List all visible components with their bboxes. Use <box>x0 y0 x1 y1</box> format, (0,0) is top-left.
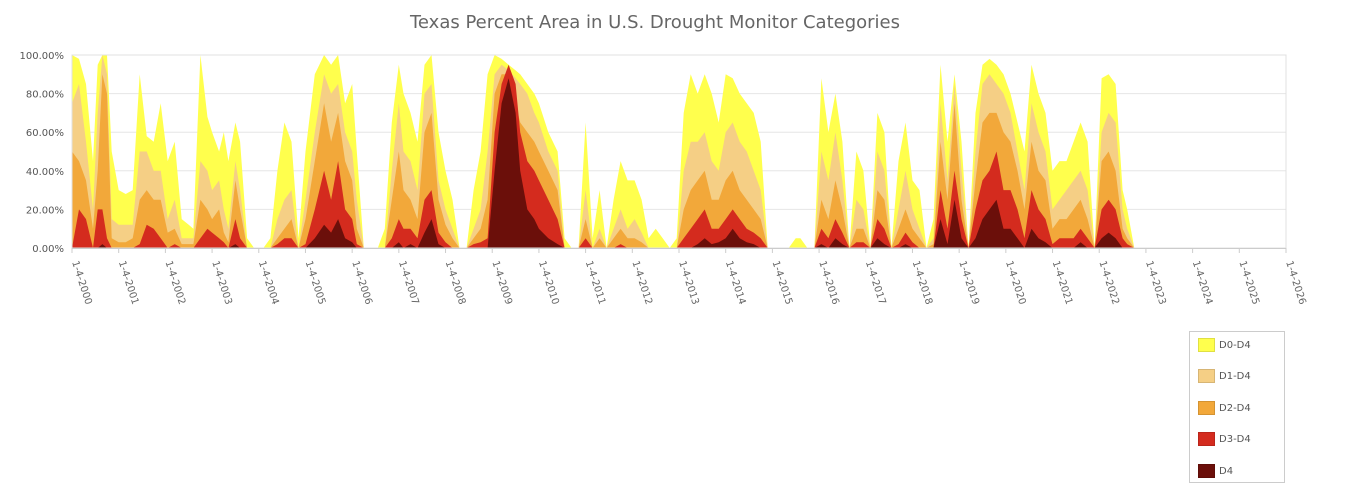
y-tick-label: 100.00% <box>20 51 65 62</box>
y-tick-label: 0.00% <box>32 244 64 255</box>
legend-item-d4[interactable]: D4 <box>1198 463 1233 479</box>
y-tick-label: 20.00% <box>26 205 64 216</box>
legend-item-d2-d4[interactable]: D2-D4 <box>1198 400 1251 416</box>
legend-swatch-d3-d4 <box>1198 432 1215 446</box>
x-tick-label: 1-4-2023 <box>1143 260 1167 307</box>
x-tick-label: 1-4-2025 <box>1236 260 1260 307</box>
x-tick-label: 1-4-2001 <box>116 260 140 307</box>
legend-item-d0-d4[interactable]: D0-D4 <box>1198 337 1251 353</box>
x-tick-label: 1-4-2003 <box>209 260 233 307</box>
y-axis-ticks: 0.00% 20.00% 40.00% 60.00% 80.00% 100.00% <box>20 51 65 255</box>
x-tick-label: 1-4-2000 <box>69 260 93 307</box>
legend-item-d1-d4[interactable]: D1-D4 <box>1198 368 1251 384</box>
legend-swatch-d1-d4 <box>1198 369 1215 383</box>
x-tick-label: 1-4-2004 <box>256 260 280 307</box>
x-tick-label: 1-4-2021 <box>1050 260 1074 307</box>
legend-swatch-d2-d4 <box>1198 401 1215 415</box>
x-tick-label: 1-4-2026 <box>1283 260 1307 307</box>
y-tick-label: 80.00% <box>26 90 64 101</box>
x-tick-label: 1-4-2024 <box>1190 260 1214 307</box>
chart-title: Texas Percent Area in U.S. Drought Monit… <box>409 12 901 33</box>
legend-label: D0-D4 <box>1219 339 1251 351</box>
legend-label: D2-D4 <box>1219 402 1251 414</box>
x-tick-label: 1-4-2005 <box>303 260 327 307</box>
legend-item-d3-d4[interactable]: D3-D4 <box>1198 431 1251 447</box>
legend-swatch-d0-d4 <box>1198 338 1215 352</box>
y-tick-label: 40.00% <box>26 167 64 178</box>
legend-label: D3-D4 <box>1219 433 1251 445</box>
x-tick-label: 1-4-2017 <box>863 260 887 307</box>
x-tick-label: 1-4-2009 <box>489 260 513 307</box>
legend-swatch-d4 <box>1198 464 1215 478</box>
x-tick-label: 1-4-2012 <box>629 260 653 307</box>
x-tick-label: 1-4-2018 <box>910 260 934 307</box>
x-tick-label: 1-4-2010 <box>536 260 560 307</box>
x-tick-label: 1-4-2014 <box>723 260 747 307</box>
x-axis-ticks: 1-4-2000 1-4-2001 1-4-2002 1-4-2003 1-4-2004… <box>69 248 1308 307</box>
x-tick-label: 1-4-2013 <box>676 260 700 307</box>
x-tick-label: 1-4-2011 <box>583 260 607 307</box>
x-tick-label: 1-4-2015 <box>770 260 794 307</box>
x-tick-label: 1-4-2007 <box>396 260 420 307</box>
area-series <box>72 55 1135 248</box>
x-tick-label: 1-4-2022 <box>1096 260 1120 307</box>
x-tick-label: 1-4-2019 <box>956 260 980 307</box>
legend: D0-D4 D1-D4 D2-D4 D3-D4 D4 <box>1189 331 1285 483</box>
x-tick-label: 1-4-2016 <box>816 260 840 307</box>
x-tick-label: 1-4-2002 <box>163 260 187 307</box>
x-tick-label: 1-4-2006 <box>349 260 373 307</box>
y-tick-label: 60.00% <box>26 128 64 139</box>
x-tick-label: 1-4-2008 <box>443 260 467 307</box>
legend-label: D1-D4 <box>1219 370 1251 382</box>
legend-label: D4 <box>1219 465 1234 477</box>
x-tick-label: 1-4-2020 <box>1003 260 1027 307</box>
area-d3-d4 <box>72 64 1135 248</box>
